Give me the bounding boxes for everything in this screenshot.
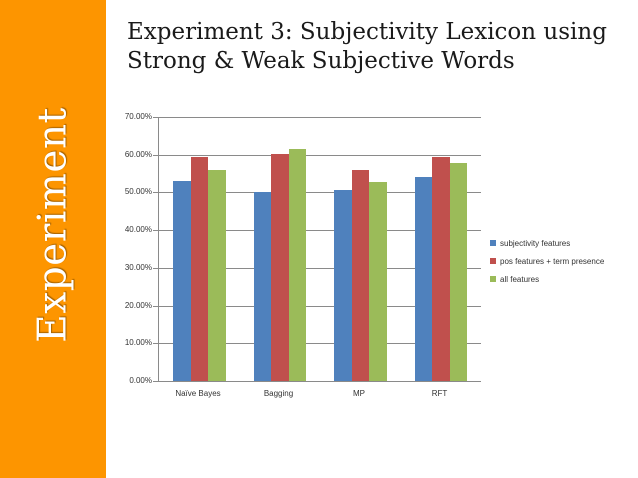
bar	[449, 162, 467, 381]
legend-swatch-icon	[490, 276, 496, 282]
y-tick	[153, 381, 158, 382]
y-tick-label: 40.00%	[124, 225, 152, 235]
sidebar-band: Experiment	[0, 0, 106, 478]
y-tick-label: 10.00%	[124, 338, 152, 348]
bar	[173, 181, 191, 381]
y-tick	[153, 305, 158, 307]
sidebar-label: Experiment	[30, 107, 76, 343]
gridline	[159, 192, 481, 194]
x-tick-label: MP	[353, 389, 365, 398]
legend-item: subjectivity features	[490, 234, 604, 252]
plot-area	[158, 117, 481, 382]
y-tick-label: 20.00%	[124, 300, 152, 310]
legend-label: subjectivity features	[500, 238, 571, 248]
y-tick	[153, 192, 158, 194]
x-tick-label: RFT	[431, 389, 448, 398]
slide-title-line2: Strong & Weak Subjective Words	[127, 48, 515, 74]
bar	[351, 169, 369, 381]
slide-title-line1: Experiment 3: Subjectivity Lexicon using	[127, 19, 607, 45]
bar	[432, 156, 450, 381]
legend-label: pos features + term presence	[500, 256, 605, 266]
gridline	[159, 230, 481, 232]
bar	[253, 192, 271, 381]
y-tick	[153, 230, 158, 232]
bar	[414, 177, 432, 381]
legend-label: all features	[500, 274, 540, 284]
slide-title: Experiment 3: Subjectivity Lexicon using…	[127, 18, 632, 76]
bar	[288, 149, 306, 381]
gridline	[159, 154, 481, 156]
bar	[208, 169, 226, 381]
legend-item: all features	[490, 270, 604, 288]
gridline	[159, 305, 481, 307]
gridline	[159, 117, 481, 118]
legend-swatch-icon	[490, 240, 496, 246]
x-tick-label: Naïve Bayes	[175, 389, 221, 398]
x-tick-label: Bagging	[263, 389, 294, 398]
y-tick-label: 30.00%	[124, 262, 152, 272]
gridline	[159, 343, 481, 345]
legend-swatch-icon	[490, 258, 496, 264]
y-tick-label: 0.00%	[129, 376, 152, 385]
y-tick	[153, 343, 158, 345]
y-tick-label: 60.00%	[124, 149, 152, 159]
y-tick	[153, 154, 158, 156]
y-tick-label: 70.00%	[124, 112, 152, 121]
gridline	[159, 267, 481, 269]
bar	[190, 156, 208, 381]
bar	[334, 190, 352, 381]
y-tick-label: 50.00%	[124, 187, 152, 197]
y-tick	[153, 267, 158, 269]
bar	[271, 153, 289, 381]
y-tick	[153, 117, 158, 118]
legend-item: pos features + term presence	[490, 252, 604, 270]
legend: subjectivity features pos features + term…	[490, 234, 604, 288]
bar	[369, 182, 387, 381]
